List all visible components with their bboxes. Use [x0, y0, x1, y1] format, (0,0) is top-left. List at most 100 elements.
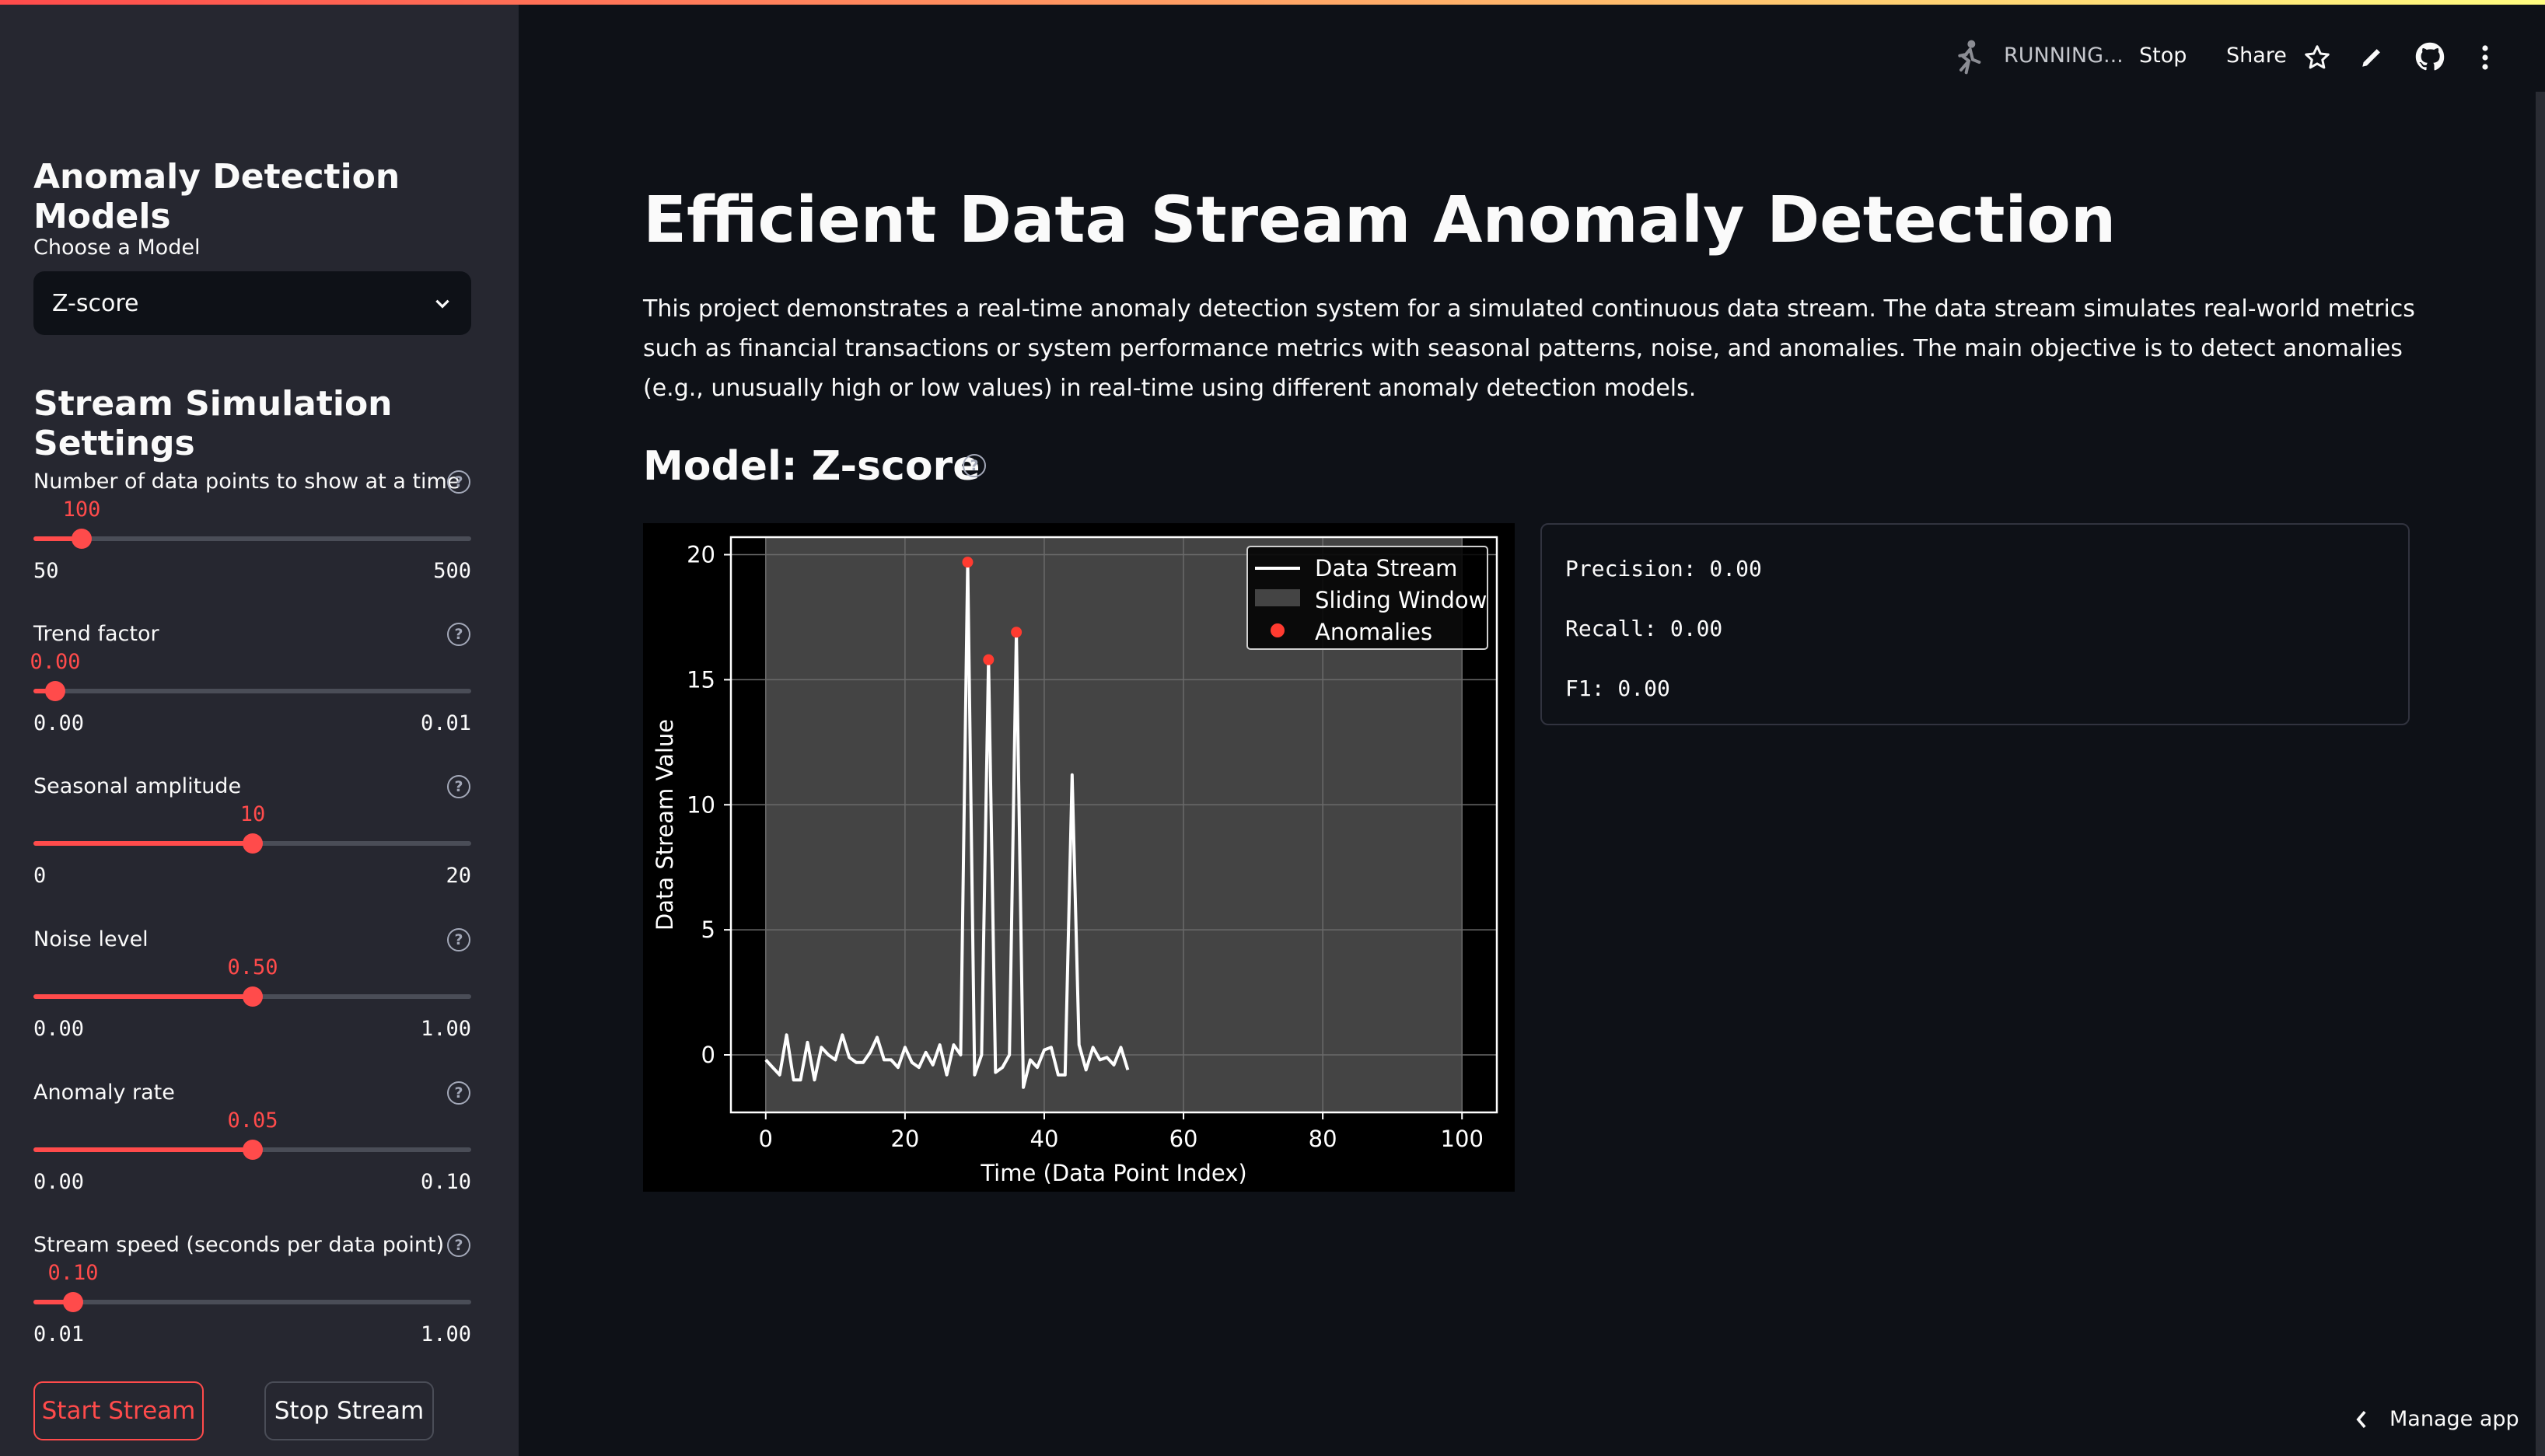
manage-app-label: Manage app — [2389, 1407, 2519, 1431]
slider-thumb[interactable] — [243, 1140, 263, 1160]
slider-label: Noise level — [33, 927, 149, 951]
star-icon[interactable] — [2303, 44, 2331, 72]
main-scrollbar[interactable] — [2536, 92, 2545, 1456]
slider-help-icon[interactable]: ? — [447, 623, 470, 646]
anomaly-point — [1011, 627, 1023, 638]
x-tick-label: 60 — [1169, 1126, 1198, 1152]
slider-max: 0.01 — [420, 711, 471, 735]
slider-min: 0.00 — [33, 1170, 85, 1194]
stop-button[interactable]: Stop — [2139, 44, 2187, 68]
slider-help-icon[interactable]: ? — [447, 1081, 470, 1105]
chevron-down-icon — [435, 299, 449, 309]
x-tick-label: 40 — [1030, 1126, 1059, 1152]
models-heading: Anomaly Detection Models — [33, 157, 400, 236]
legend-entry: Sliding Window — [1315, 587, 1487, 613]
slider-track[interactable]: 0.50 — [33, 955, 471, 1007]
slider-label: Stream speed (seconds per data point) — [33, 1233, 445, 1257]
slider-label: Trend factor — [33, 622, 159, 646]
slider-thumb[interactable] — [72, 529, 92, 549]
precision-metric: Precision: 0.00 — [1565, 556, 1762, 581]
slider-help-icon[interactable]: ? — [447, 470, 470, 494]
anomaly-chart: 0 20 40 60 80 100 0 5 10 15 20 Time (Data Point Ind… — [643, 523, 1515, 1192]
github-icon[interactable] — [2415, 42, 2445, 72]
slider-fill — [33, 1300, 73, 1304]
model-heading: Model: Z-score — [643, 443, 981, 490]
slider-thumb[interactable] — [243, 986, 263, 1007]
legend-anomaly-swatch — [1271, 623, 1285, 637]
slider-thumb[interactable] — [63, 1292, 83, 1312]
recall-metric: Recall: 0.00 — [1565, 616, 1723, 641]
slider-thumb[interactable] — [243, 833, 263, 854]
manage-app-button[interactable]: Manage app — [2354, 1407, 2519, 1431]
anomaly-point — [962, 557, 974, 568]
slider-track[interactable]: 0.05 — [33, 1109, 471, 1160]
settings-heading: Stream Simulation Settings — [33, 384, 393, 463]
slider-fill — [33, 994, 253, 999]
slider-thumb[interactable] — [45, 681, 65, 701]
slider-help-icon[interactable]: ? — [447, 928, 470, 951]
stop-stream-button[interactable]: Stop Stream — [264, 1381, 434, 1440]
x-tick-label: 80 — [1309, 1126, 1337, 1152]
legend-entry: Anomalies — [1315, 619, 1432, 645]
legend-window-swatch — [1255, 589, 1300, 606]
model-select[interactable]: Z-score — [33, 271, 471, 335]
start-stream-button[interactable]: Start Stream — [33, 1381, 204, 1440]
slider-fill — [33, 689, 55, 693]
slider-max: 1.00 — [420, 1322, 471, 1346]
slider-fill — [33, 1147, 253, 1152]
slider-min: 0.00 — [33, 711, 85, 735]
y-tick-label: 5 — [701, 917, 715, 943]
data-stream-line — [764, 560, 1130, 1089]
slider-fill — [33, 536, 82, 541]
chevron-left-icon — [2356, 1410, 2366, 1428]
slider-value: 100 — [62, 498, 101, 522]
model-select-value: Z-score — [52, 289, 139, 317]
anomaly-point — [983, 654, 995, 665]
x-tick-label: 100 — [1441, 1126, 1484, 1152]
slider-help-icon[interactable]: ? — [447, 1234, 470, 1257]
f1-metric: F1: 0.00 — [1565, 676, 1670, 701]
slider-max: 1.00 — [420, 1017, 471, 1041]
edit-pencil-icon[interactable] — [2359, 44, 2386, 70]
slider-label: Anomaly rate — [33, 1081, 175, 1105]
y-tick-label: 10 — [687, 791, 715, 818]
slider-track[interactable]: 10 — [33, 802, 471, 854]
sidebar: Anomaly Detection Models Choose a Model … — [0, 5, 519, 1456]
chart-svg: 0 20 40 60 80 100 0 5 10 15 20 Time (Data Point Ind… — [652, 536, 1498, 1186]
slider-min: 0.00 — [33, 1017, 85, 1041]
y-tick-label: 0 — [701, 1042, 715, 1068]
slider-max: 0.10 — [420, 1170, 471, 1194]
slider-track[interactable]: 0.00 — [30, 650, 471, 701]
slider-track[interactable]: 0.10 — [33, 1261, 471, 1312]
plot-frame — [729, 536, 1498, 1114]
model-help-icon[interactable]: ? — [963, 454, 986, 477]
slider-min: 0 — [33, 864, 47, 888]
slider-value: 0.00 — [30, 650, 81, 674]
legend-entry: Data Stream — [1315, 555, 1457, 581]
slider-label: Number of data points to show at a time — [33, 470, 460, 494]
metrics-box: Precision: 0.00 Recall: 0.00 F1: 0.00 — [1540, 523, 2410, 725]
slider-min: 50 — [33, 559, 59, 583]
status-progress-line — [0, 0, 2545, 5]
choose-model-label: Choose a Model — [33, 236, 201, 260]
page-description: This project demonstrates a real-time an… — [643, 295, 2415, 402]
legend-box — [1246, 546, 1488, 650]
y-tick-label: 20 — [687, 542, 715, 568]
y-axis-label: Data Stream Value — [652, 719, 678, 931]
running-man-icon — [1958, 40, 1981, 75]
running-status: RUNNING... — [2004, 44, 2124, 68]
slider-value: 0.10 — [47, 1261, 99, 1285]
slider-value: 10 — [239, 802, 266, 826]
x-tick-label: 20 — [890, 1126, 919, 1152]
slider-max: 20 — [446, 864, 471, 888]
slider-fill — [33, 841, 253, 846]
y-tick-label: 15 — [687, 666, 715, 693]
slider-track[interactable]: 100 — [33, 498, 471, 549]
slider-value: 0.05 — [227, 1109, 278, 1133]
slider-max: 500 — [433, 559, 471, 583]
x-axis-label: Time (Data Point Index) — [980, 1160, 1246, 1186]
more-options-icon[interactable] — [2476, 44, 2494, 72]
share-button[interactable]: Share — [2226, 44, 2287, 68]
page-title: Efficient Data Stream Anomaly Detection — [643, 183, 2117, 257]
slider-help-icon[interactable]: ? — [447, 775, 470, 798]
